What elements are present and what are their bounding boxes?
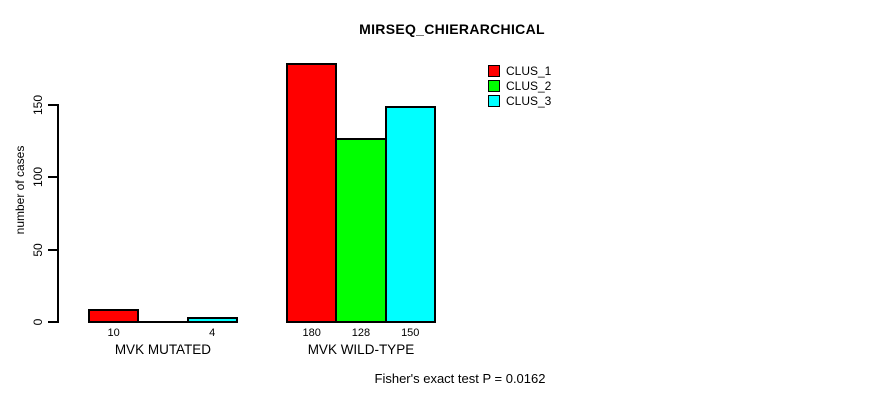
- y-axis-tick: [48, 321, 57, 323]
- legend-swatch-icon: [488, 94, 500, 107]
- bar-value-label: 4: [209, 327, 216, 339]
- x-category-label: MVK MUTATED: [114, 342, 212, 357]
- chart-title: MIRSEQ_CHIERARCHICAL: [359, 21, 545, 37]
- bar-value-label: 128: [351, 327, 371, 339]
- y-axis-tick-label: 150: [31, 94, 45, 115]
- y-axis-tick: [48, 248, 57, 251]
- y-axis-tick-label: 100: [31, 167, 45, 188]
- bar-clus-3-mvk-mutated: [186, 317, 238, 323]
- bar-value-label: 150: [401, 327, 420, 339]
- bar-value-label: 10: [107, 327, 120, 339]
- y-axis-tick: [48, 103, 57, 106]
- legend-label: CLUS_1: [506, 63, 552, 78]
- bar-value-label: 180: [302, 327, 321, 339]
- x-category-label: MVK WILD-TYPE: [307, 342, 415, 357]
- y-axis-tick-label: 0: [31, 318, 45, 326]
- y-axis-tick: [48, 176, 57, 179]
- bar-clus-3-mvk-wild-type: [384, 105, 436, 323]
- y-axis-tick-label: 50: [31, 242, 45, 257]
- legend-item-clus-1: CLUS_1: [488, 63, 551, 78]
- y-axis-line: [56, 103, 59, 323]
- legend-label: CLUS_3: [506, 93, 552, 108]
- annotation-text: Fisher's exact test P = 0.0162: [374, 371, 546, 386]
- legend-swatch-icon: [488, 79, 500, 92]
- legend: CLUS_1 CLUS_2 CLUS_3: [488, 63, 551, 108]
- bar-clus-2-mvk-wild-type: [335, 137, 387, 323]
- legend-item-clus-2: CLUS_2: [488, 78, 551, 93]
- legend-item-clus-3: CLUS_3: [488, 93, 551, 108]
- bar-clus-1-mvk-wild-type: [286, 62, 338, 323]
- bar-clus-1-mvk-mutated: [88, 308, 140, 323]
- legend-swatch-icon: [488, 64, 500, 77]
- y-axis-title: number of cases: [13, 145, 27, 235]
- legend-label: CLUS_2: [506, 78, 552, 93]
- bar-clus-2-mvk-mutated: [137, 321, 189, 323]
